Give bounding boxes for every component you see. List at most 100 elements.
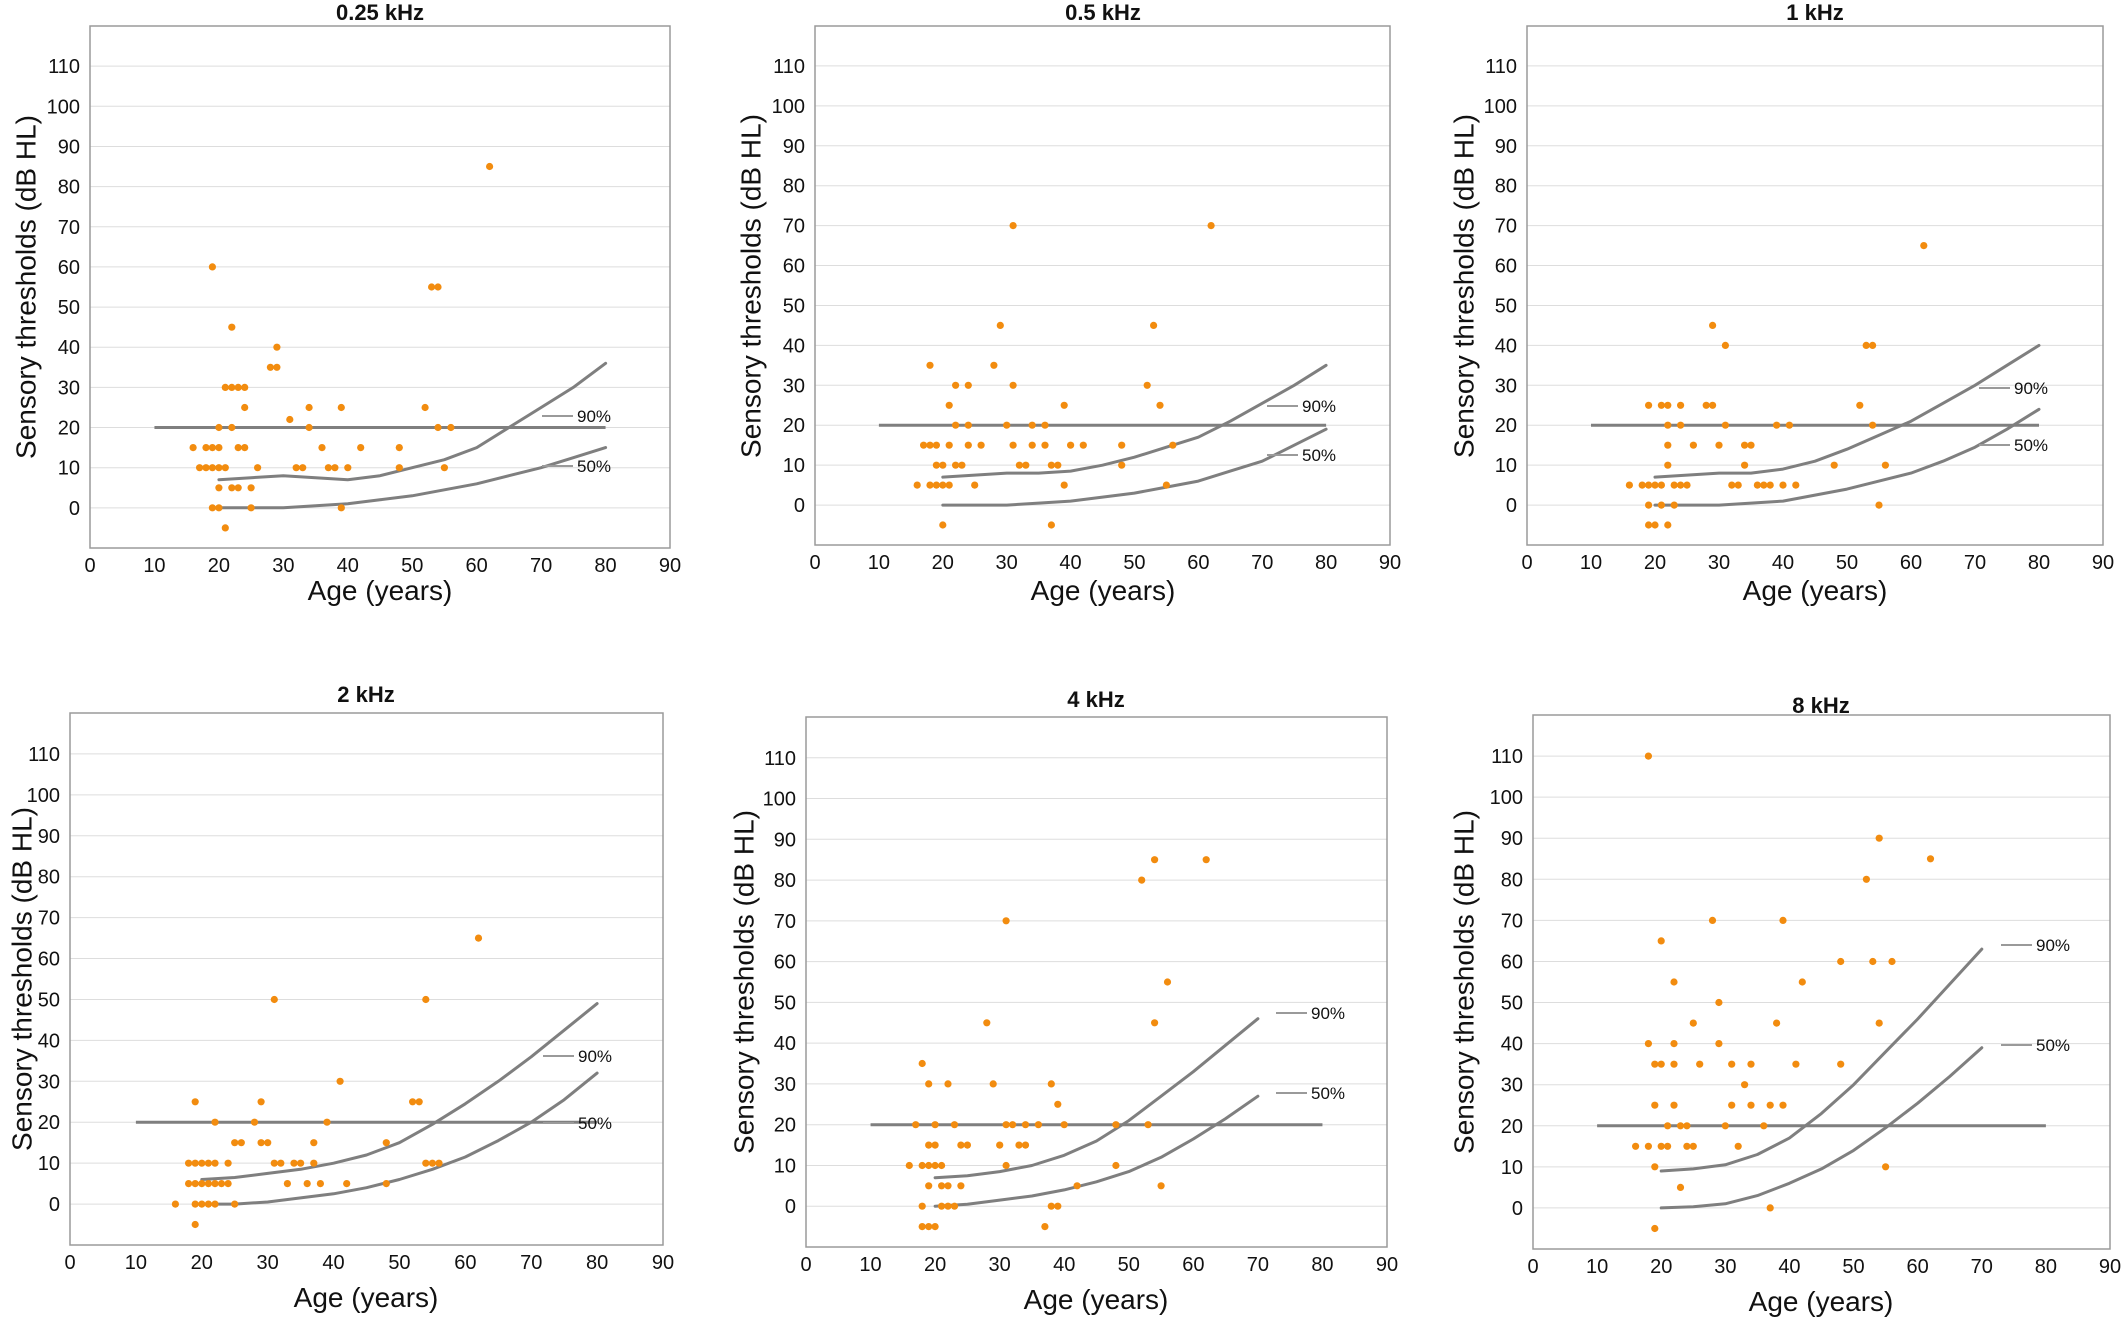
percentile-label: 90% bbox=[578, 1047, 612, 1066]
y-tick-label: 110 bbox=[28, 744, 60, 766]
x-tick-label: 50 bbox=[1836, 552, 1858, 574]
data-point bbox=[938, 1161, 946, 1170]
data-point bbox=[198, 1200, 206, 1208]
data-point bbox=[945, 481, 953, 489]
data-point bbox=[1664, 441, 1672, 449]
data-point bbox=[231, 1200, 239, 1208]
data-point bbox=[1792, 1060, 1800, 1068]
data-point bbox=[1869, 957, 1877, 966]
data-point bbox=[1676, 1122, 1685, 1130]
x-tick-label: 30 bbox=[1708, 552, 1730, 574]
percentile-label: 50% bbox=[2014, 436, 2048, 455]
y-tick-label: 0 bbox=[1512, 1198, 1523, 1220]
data-point bbox=[1741, 461, 1749, 469]
data-point bbox=[1677, 421, 1685, 429]
x-tick-label: 70 bbox=[1971, 1256, 1993, 1278]
x-axis-label: Age (years) bbox=[1749, 1286, 1894, 1317]
data-point bbox=[945, 401, 953, 409]
data-point bbox=[939, 481, 947, 489]
x-tick-label: 40 bbox=[337, 555, 359, 577]
y-tick-label: 70 bbox=[783, 216, 805, 238]
data-point bbox=[305, 403, 313, 412]
data-point bbox=[1862, 341, 1870, 349]
chart-panel: 0 10 20 30 40 50 60 70 80 90 100 110 0 10 20 30 40 50 60 70… bbox=[1448, 0, 2114, 606]
data-point bbox=[357, 444, 365, 452]
chart-title: 8 kHz bbox=[1792, 693, 1849, 718]
data-point bbox=[208, 263, 216, 271]
x-tick-label: 80 bbox=[1315, 552, 1337, 574]
data-point bbox=[1034, 1121, 1042, 1129]
data-point bbox=[1670, 1101, 1678, 1109]
y-tick-label: 90 bbox=[783, 136, 805, 158]
data-point bbox=[989, 1080, 997, 1088]
data-point bbox=[1721, 421, 1729, 429]
percentile-curve-90 bbox=[1659, 947, 1984, 1173]
data-point bbox=[1888, 957, 1896, 966]
y-axis-label: Sensory thresholds (dB HL) bbox=[1448, 114, 1479, 458]
y-tick-label: 110 bbox=[764, 748, 796, 770]
data-point bbox=[952, 421, 960, 429]
data-point bbox=[1721, 341, 1729, 349]
chart-title: 0.25 kHz bbox=[336, 0, 424, 25]
data-point bbox=[1645, 501, 1653, 509]
data-point bbox=[1047, 1080, 1055, 1088]
data-point bbox=[1689, 1142, 1697, 1150]
data-point bbox=[1651, 521, 1659, 529]
data-point bbox=[1009, 222, 1017, 230]
data-point bbox=[1664, 421, 1672, 429]
data-point bbox=[215, 504, 223, 512]
data-point bbox=[257, 1139, 265, 1147]
x-tick-label: 90 bbox=[1379, 552, 1401, 574]
x-tick-label: 0 bbox=[64, 1252, 75, 1274]
y-tick-label: 100 bbox=[763, 789, 796, 811]
percentile-curve-50 bbox=[933, 1094, 1260, 1208]
data-point bbox=[204, 1180, 212, 1188]
data-point bbox=[1760, 1122, 1768, 1130]
y-tick-label: 10 bbox=[58, 458, 80, 480]
data-point bbox=[1696, 1060, 1704, 1068]
y-tick-label: 80 bbox=[1495, 176, 1517, 198]
y-tick-label: 50 bbox=[783, 295, 805, 317]
data-point bbox=[971, 481, 979, 489]
x-tick-label: 60 bbox=[1182, 1254, 1204, 1276]
chart-panel: 0 10 20 30 40 50 60 70 80 90 100 110 0 10 20 30 40 50 60 70… bbox=[735, 0, 1401, 606]
y-axis-label: Sensory thresholds (dB HL) bbox=[10, 115, 41, 459]
y-tick-label: 60 bbox=[783, 256, 805, 278]
y-tick-label: 10 bbox=[1495, 455, 1517, 477]
data-point bbox=[189, 444, 197, 452]
data-point bbox=[938, 1182, 946, 1190]
data-point bbox=[1112, 1161, 1120, 1170]
data-point bbox=[228, 383, 236, 391]
plot-frame bbox=[805, 716, 1388, 1248]
x-axis-label: Age (years) bbox=[1031, 575, 1176, 606]
data-point bbox=[1645, 481, 1653, 489]
data-point bbox=[224, 1159, 232, 1167]
data-point bbox=[1881, 461, 1889, 469]
data-point bbox=[1073, 1182, 1081, 1190]
data-point bbox=[1747, 441, 1755, 449]
data-point bbox=[241, 383, 249, 391]
y-tick-label: 10 bbox=[38, 1153, 60, 1175]
data-point bbox=[1715, 441, 1723, 449]
data-point bbox=[1664, 401, 1672, 409]
data-point bbox=[241, 444, 249, 452]
percentile-label: 50% bbox=[1302, 446, 1336, 465]
y-tick-label: 40 bbox=[783, 335, 805, 357]
data-point bbox=[185, 1159, 193, 1167]
data-point bbox=[1709, 321, 1717, 329]
data-point bbox=[1002, 1161, 1010, 1170]
data-point bbox=[1041, 421, 1049, 429]
data-point bbox=[1670, 481, 1678, 489]
data-point bbox=[932, 481, 941, 489]
x-tick-label: 70 bbox=[520, 1252, 542, 1274]
y-tick-label: 20 bbox=[1495, 415, 1517, 437]
data-point bbox=[270, 995, 278, 1004]
data-point bbox=[1047, 461, 1055, 469]
data-point bbox=[247, 484, 255, 492]
y-tick-label: 0 bbox=[49, 1194, 60, 1216]
data-point bbox=[983, 1019, 991, 1027]
data-point bbox=[250, 1118, 259, 1126]
data-point bbox=[297, 1159, 305, 1167]
data-point bbox=[1734, 481, 1742, 489]
